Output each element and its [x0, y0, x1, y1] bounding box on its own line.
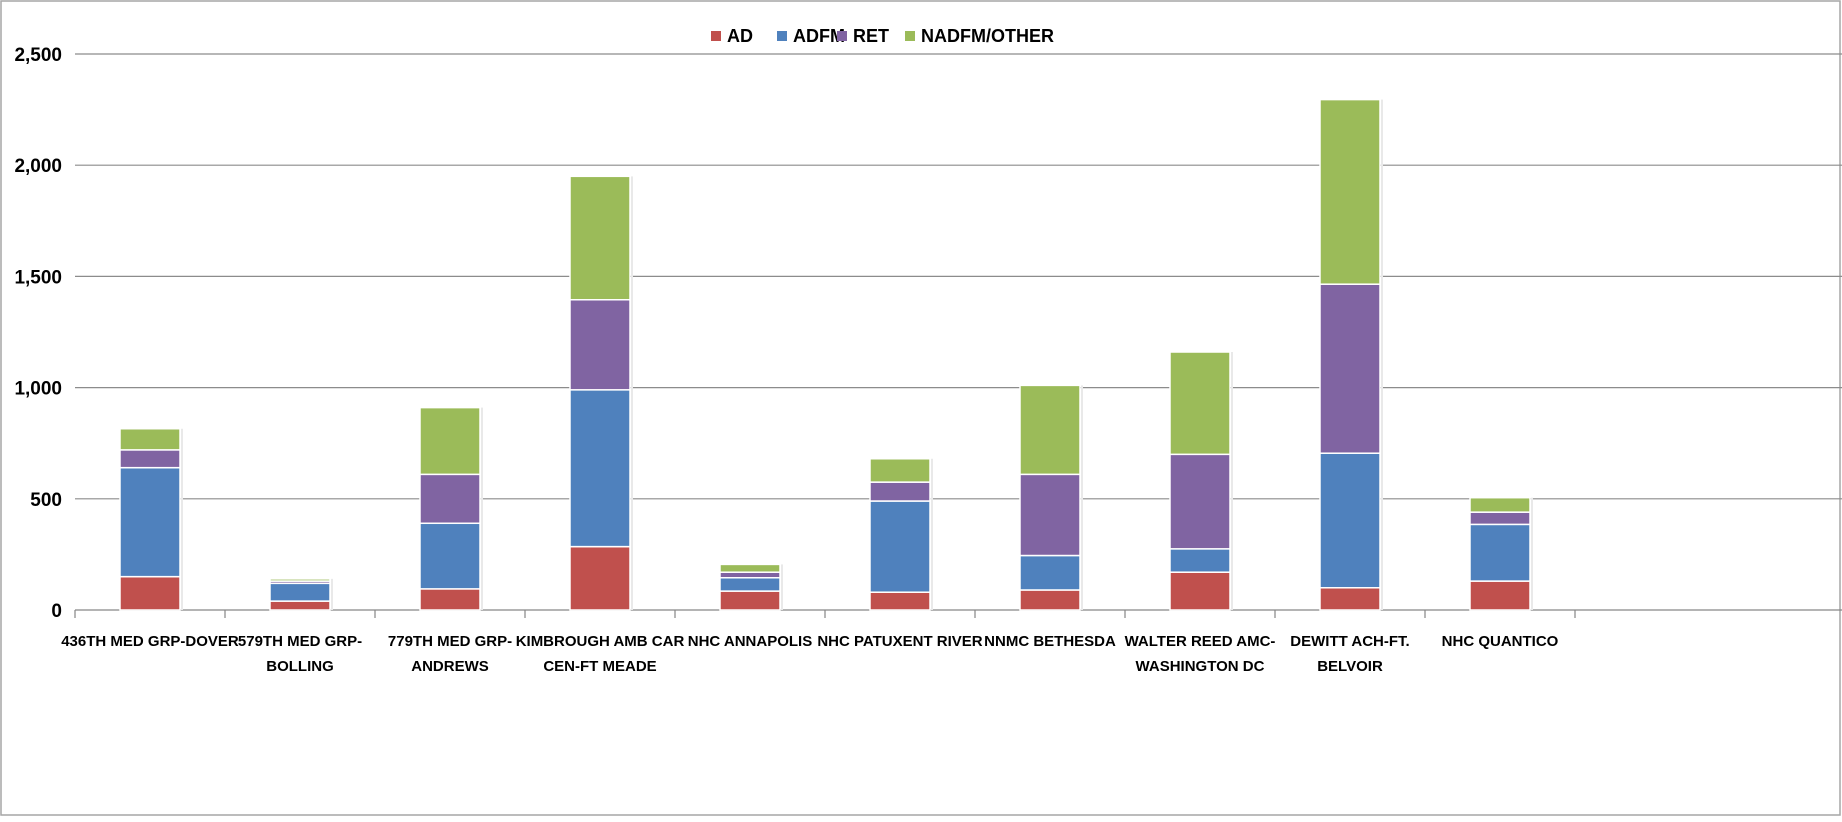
bar-stack-579th-med-grp-bolling — [269, 578, 333, 611]
bar-segment-adfm — [1469, 523, 1531, 582]
gridlines — [75, 53, 1842, 611]
bar-segment-nadfm-other — [269, 578, 331, 582]
bar-stack-walter-reed-amc-washington-dc — [1169, 351, 1233, 611]
bar-segment-ad — [1019, 589, 1081, 611]
bars — [119, 98, 1533, 611]
bar-segment-adfm — [1169, 548, 1231, 573]
bar-stack-nhc-patuxent-river — [869, 458, 933, 611]
bar-segment-nadfm-other — [1469, 496, 1531, 513]
bar-segment-adfm — [119, 466, 181, 578]
bar-segment-nadfm-other — [719, 563, 781, 573]
y-tick-label: 1,000 — [14, 379, 62, 400]
bar-segment-ret — [869, 481, 931, 502]
legend-label-nadfm-other: NADFM/OTHER — [921, 26, 1054, 46]
x-tick-label: NHC PATUXENT RIVER — [817, 633, 982, 650]
bar-segment-adfm — [869, 500, 931, 593]
y-tick-label: 2,000 — [14, 156, 62, 177]
bar-segment-ret — [719, 571, 781, 579]
bar-segment-ret — [1019, 473, 1081, 557]
bar-segment-ad — [419, 588, 481, 611]
bar-segment-nadfm-other — [1319, 98, 1381, 285]
x-tick-label: NHC QUANTICO — [1442, 633, 1559, 650]
bar-segment-ad — [869, 591, 931, 611]
bar-segment-nadfm-other — [1019, 384, 1081, 476]
bar-segment-adfm — [569, 389, 631, 548]
x-tick-label: BOLLING — [266, 658, 334, 675]
legend-label-adfm: ADFM — [793, 26, 845, 46]
x-axis: 436TH MED GRP-DOVER 579TH MED GRP- BOLLING… — [61, 610, 1576, 675]
legend-swatch-ret — [837, 31, 847, 41]
bar-segment-adfm — [269, 582, 331, 602]
bar-stack-nhc-quantico — [1469, 496, 1533, 611]
y-axis-tick-labels: 0 500 1,000 1,500 2,000 2,500 — [14, 45, 62, 622]
bar-segment-nadfm-other — [1169, 351, 1231, 456]
bar-segment-ad — [569, 545, 631, 611]
bar-segment-adfm — [1319, 452, 1381, 589]
bar-stack-dewitt-ach-ft-belvoir — [1319, 98, 1383, 611]
x-tick-label: CEN-FT MEADE — [543, 658, 656, 675]
bar-stack-kimbrough-amb-car-cen-ft-meade — [569, 175, 633, 611]
bar-stack-nhc-annapolis — [719, 563, 783, 611]
y-tick-label: 500 — [30, 490, 62, 511]
bar-segment-ad — [1319, 587, 1381, 611]
legend-label-ret: RET — [853, 26, 889, 46]
legend-swatch-ad — [711, 31, 721, 41]
bar-segment-nadfm-other — [419, 406, 481, 476]
bar-segment-nadfm-other — [569, 175, 631, 301]
x-tick-label: BELVOIR — [1317, 658, 1383, 675]
bar-segment-adfm — [719, 577, 781, 592]
bar-segment-ad — [719, 590, 781, 611]
bar-segment-adfm — [419, 522, 481, 590]
x-tick-label: NNMC BETHESDA — [984, 633, 1116, 650]
bar-segment-ret — [419, 473, 481, 525]
bar-segment-ret — [569, 299, 631, 391]
legend-swatch-adfm — [777, 31, 787, 41]
x-tick-label: WALTER REED AMC- — [1125, 633, 1276, 650]
legend-label-ad: AD — [727, 26, 753, 46]
bar-segment-nadfm-other — [869, 458, 931, 483]
bar-segment-ret — [1319, 283, 1381, 454]
x-tick-label: NHC ANNAPOLIS — [688, 633, 812, 650]
bar-segment-ret — [1169, 453, 1231, 550]
bar-segment-nadfm-other — [119, 427, 181, 451]
x-tick-label: KIMBROUGH AMB CAR — [516, 633, 685, 650]
x-tick-label: 436TH MED GRP-DOVER — [61, 633, 239, 650]
bar-segment-ad — [1169, 571, 1231, 611]
bar-stack-436th-med-grp-dover — [119, 427, 183, 611]
legend: AD ADFM RET NADFM/OTHER — [711, 26, 1054, 46]
bar-segment-ret — [119, 449, 181, 469]
x-tick-label: DEWITT ACH-FT. — [1290, 633, 1409, 650]
y-tick-label: 1,500 — [14, 267, 62, 288]
bar-stack-nnmc-bethesda — [1019, 384, 1083, 611]
x-tick-label: 579TH MED GRP- — [238, 633, 362, 650]
bar-segment-adfm — [1019, 554, 1081, 591]
bar-segment-ad — [269, 600, 331, 611]
y-tick-label: 2,500 — [14, 45, 62, 66]
y-tick-label: 0 — [51, 601, 62, 622]
bar-segment-ret — [1469, 511, 1531, 526]
x-tick-label: WASHINGTON DC — [1136, 658, 1265, 675]
x-tick-label: ANDREWS — [411, 658, 489, 675]
bar-segment-ad — [119, 575, 181, 611]
x-tick-label: 779TH MED GRP- — [388, 633, 512, 650]
bar-segment-ad — [1469, 580, 1531, 611]
bar-stack-779th-med-grp-andrews — [419, 406, 483, 611]
legend-swatch-nadfm-other — [905, 31, 915, 41]
